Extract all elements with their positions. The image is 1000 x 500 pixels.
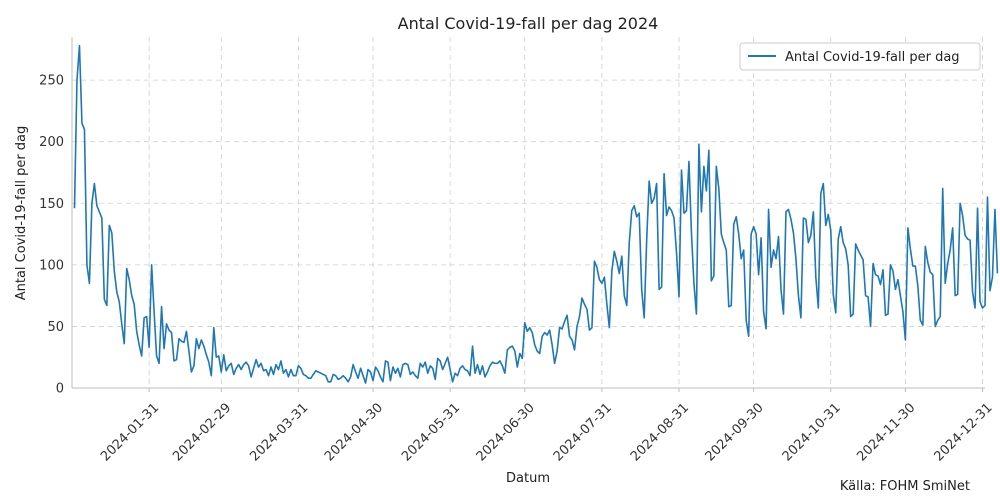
y-tick-label: 50 bbox=[47, 320, 64, 335]
y-tick-label: 250 bbox=[39, 74, 64, 89]
axes bbox=[71, 37, 985, 389]
y-tick-label: 100 bbox=[39, 258, 64, 273]
legend: Antal Covid-19-fall per dag bbox=[739, 42, 981, 71]
x-axis-label: Datum bbox=[506, 471, 550, 486]
y-tick-labels: 0 50 100 150 200 250 bbox=[39, 74, 64, 397]
series-line bbox=[73, 44, 999, 384]
source-note: Källa: FOHM SmiNet bbox=[840, 479, 970, 494]
y-tick-label: 150 bbox=[39, 197, 64, 212]
legend-box bbox=[739, 42, 981, 71]
legend-label: Antal Covid-19-fall per dag bbox=[785, 50, 960, 65]
chart-title: Antal Covid-19-fall per dag 2024 bbox=[398, 14, 659, 33]
y-tick-label: 200 bbox=[39, 135, 64, 150]
y-axis-label: Antal Covid-19-fall per dag bbox=[14, 126, 29, 301]
y-tick-label: 0 bbox=[56, 382, 64, 397]
